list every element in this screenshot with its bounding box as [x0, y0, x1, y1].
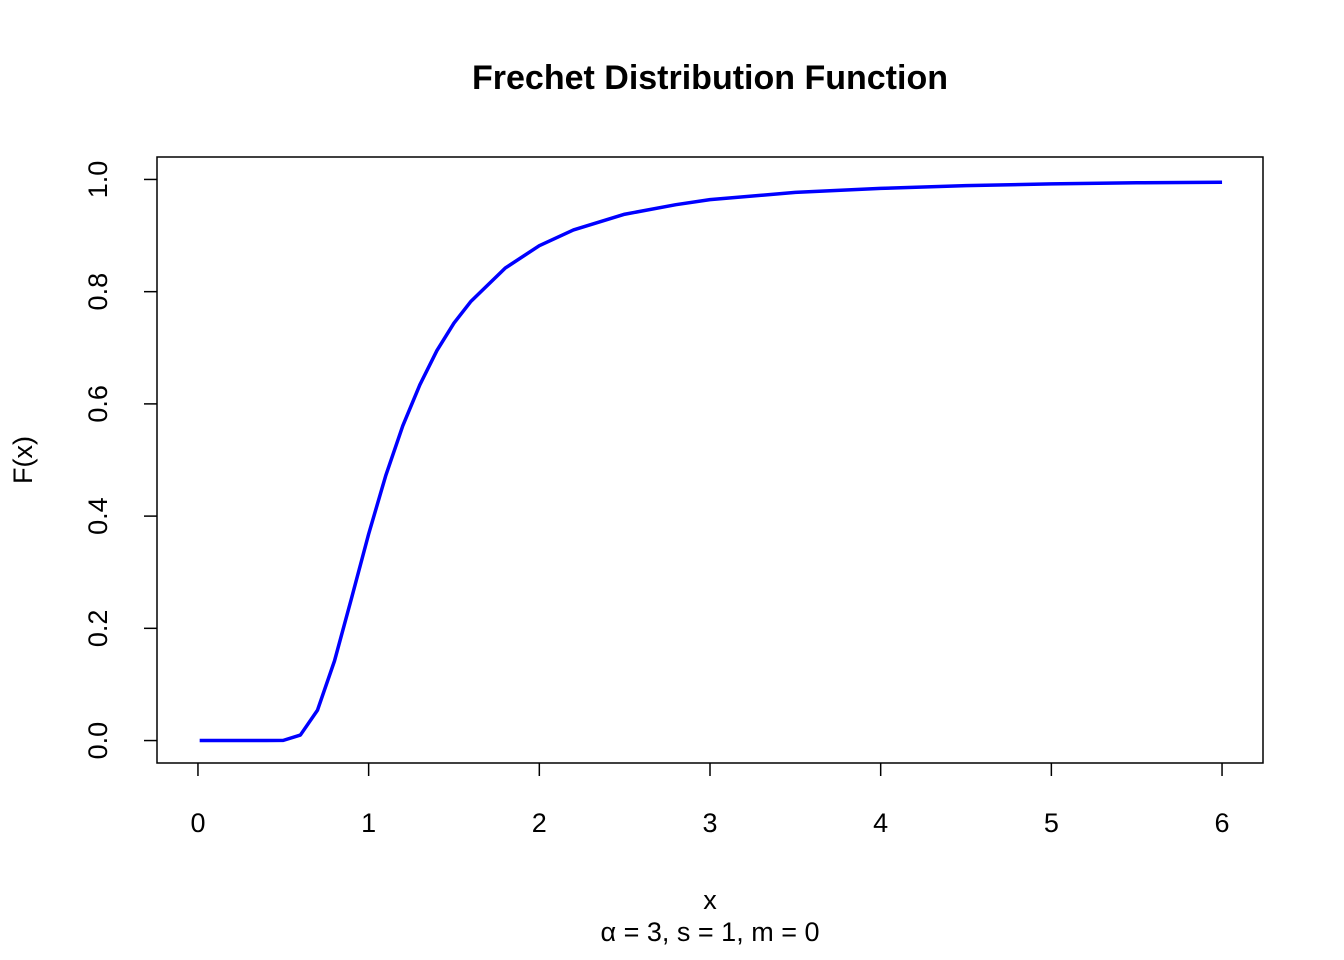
y-tick-label: 0.2	[83, 610, 113, 648]
data-line	[199, 180, 1223, 743]
y-tick-label: 0.8	[83, 273, 113, 311]
x-tick-label: 6	[1215, 808, 1230, 838]
subtitle: α = 3, s = 1, m = 0	[601, 917, 820, 947]
y-tick-label: 0.6	[83, 385, 113, 423]
chart-title: Frechet Distribution Function	[472, 59, 948, 97]
y-tick-label: 1.0	[83, 161, 113, 199]
x-tick-label: 4	[873, 808, 888, 838]
x-tick-label: 2	[532, 808, 547, 838]
y-tick-label: 0.0	[83, 722, 113, 760]
x-tick-label: 1	[361, 808, 376, 838]
x-tick-label: 0	[190, 808, 205, 838]
x-tick-label: 5	[1044, 808, 1059, 838]
x-axis-label: x	[703, 885, 717, 915]
y-axis-label: F(x)	[8, 436, 38, 484]
x-tick-label: 3	[702, 808, 717, 838]
y-tick-label: 0.4	[83, 497, 113, 535]
